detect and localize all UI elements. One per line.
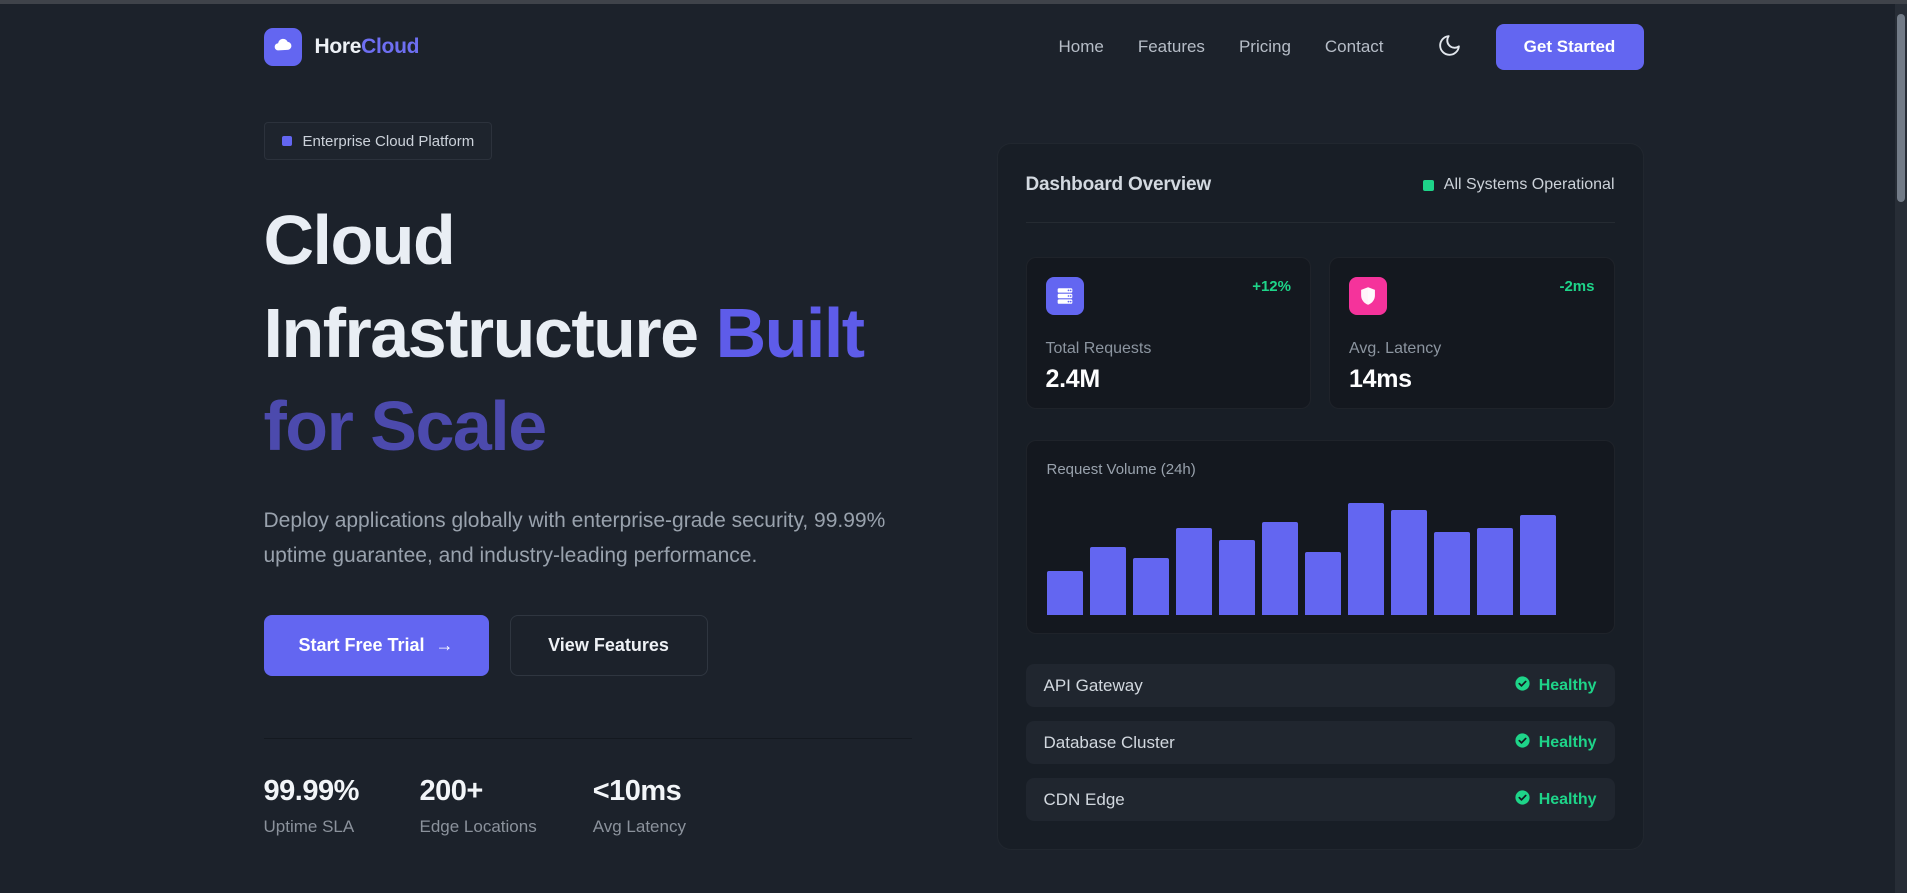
- chart-bar: [1390, 510, 1427, 615]
- service-name: Database Cluster: [1043, 732, 1175, 752]
- badge-square-icon: [281, 136, 292, 146]
- metric-value: 2.4M: [1045, 365, 1101, 393]
- chart-bar: [1132, 558, 1169, 615]
- scrollbar-thumb[interactable]: [1897, 14, 1905, 202]
- moon-icon: [1437, 33, 1462, 61]
- main-content: Enterprise Cloud Platform Cloud Infrastru…: [263, 122, 1644, 850]
- chart-bar: [1519, 515, 1556, 615]
- view-features-button[interactable]: View Features: [509, 615, 708, 676]
- service-status-label: Healthy: [1538, 790, 1597, 808]
- stat-label: Uptime SLA: [263, 817, 355, 836]
- service-name: API Gateway: [1043, 675, 1143, 695]
- stat-value: <10ms: [592, 775, 682, 807]
- logo[interactable]: HoreCloud: [263, 28, 420, 66]
- hero-section: Enterprise Cloud Platform Cloud Infrastru…: [263, 122, 964, 837]
- cta-row: Start Free Trial → View Features: [263, 615, 964, 676]
- chart-bar: [1261, 522, 1298, 615]
- service-status: Healthy: [1514, 789, 1597, 811]
- theme-toggle-button[interactable]: [1436, 33, 1464, 61]
- check-circle-icon: [1514, 675, 1531, 697]
- arrow-right-icon: →: [435, 635, 454, 655]
- nav-link-features[interactable]: Features: [1137, 37, 1205, 56]
- stat-label: Avg Latency: [592, 817, 686, 836]
- hero-stat: 99.99% Uptime SLA: [264, 775, 364, 837]
- stat-value: 99.99%: [263, 775, 360, 807]
- chart-bar: [1218, 540, 1255, 615]
- service-row: API Gateway Healthy: [1025, 664, 1615, 707]
- bar-chart: [1046, 503, 1594, 615]
- logo-text: HoreCloud: [314, 35, 420, 58]
- hero-title-accent: Built: [715, 294, 866, 372]
- navbar: HoreCloud Home Features Pricing Contact Get…: [263, 4, 1644, 90]
- service-status-label: Healthy: [1538, 733, 1597, 751]
- chart-bar: [1089, 547, 1126, 615]
- metric-label: Total Requests: [1045, 340, 1152, 357]
- hero-description: Deploy applications globally with enterp…: [263, 509, 886, 567]
- service-row: Database Cluster Healthy: [1025, 721, 1615, 764]
- hero-badge: Enterprise Cloud Platform: [263, 122, 493, 160]
- chart-card: Request Volume (24h): [1025, 440, 1615, 634]
- hero-stats: 99.99% Uptime SLA 200+ Edge Locations <10ms A…: [264, 775, 964, 837]
- service-status: Healthy: [1514, 675, 1597, 697]
- chart-bar: [1476, 528, 1513, 615]
- metric-delta: +12%: [1252, 278, 1291, 295]
- hero-stat: 200+ Edge Locations: [420, 775, 537, 837]
- metric-cards: +12% Total Requests 2.4M -2ms Avg. Latency 14…: [1025, 257, 1615, 409]
- chart-bar: [1175, 528, 1212, 615]
- metric-card: +12% Total Requests 2.4M: [1025, 257, 1311, 409]
- service-name: CDN Edge: [1043, 789, 1125, 809]
- shield-icon: [1349, 277, 1387, 315]
- hero-divider: [263, 738, 912, 739]
- nav-links: Home Features Pricing Contact: [1058, 37, 1383, 57]
- dashboard-divider: [1025, 222, 1615, 223]
- status-label: All Systems Operational: [1443, 176, 1615, 193]
- check-circle-icon: [1514, 789, 1531, 811]
- status-square-icon: [1422, 179, 1434, 191]
- system-status: All Systems Operational: [1422, 176, 1615, 194]
- hero-title: Cloud Infrastructure Built for Scale: [263, 201, 866, 465]
- service-status-label: Healthy: [1538, 676, 1597, 694]
- check-circle-icon: [1514, 732, 1531, 754]
- metric-delta: -2ms: [1559, 278, 1595, 295]
- nav-link-pricing[interactable]: Pricing: [1238, 37, 1291, 56]
- metric-card: -2ms Avg. Latency 14ms: [1329, 257, 1615, 409]
- cloud-icon: [273, 35, 293, 60]
- chart-title: Request Volume (24h): [1046, 461, 1196, 478]
- logo-text-accent: Cloud: [361, 35, 420, 58]
- metric-value: 14ms: [1349, 365, 1412, 393]
- chart-bar: [1046, 571, 1083, 615]
- stat-value: 200+: [419, 775, 484, 807]
- metric-label: Avg. Latency: [1349, 340, 1442, 357]
- dashboard-card: Dashboard Overview All Systems Operation…: [996, 143, 1644, 850]
- logo-mark: [263, 28, 302, 66]
- chart-bar: [1347, 503, 1384, 615]
- page-scrollbar[interactable]: [1895, 4, 1907, 893]
- badge-label: Enterprise Cloud Platform: [302, 132, 475, 150]
- server-icon: [1045, 277, 1084, 315]
- stat-label: Edge Locations: [419, 817, 537, 836]
- dashboard-title: Dashboard Overview: [1025, 174, 1212, 195]
- service-row: CDN Edge Healthy: [1025, 778, 1615, 821]
- service-status-list: API Gateway Healthy Database Cluster Health…: [1025, 664, 1615, 821]
- hero-stat: <10ms Avg Latency: [593, 775, 693, 837]
- service-status: Healthy: [1514, 732, 1597, 754]
- nav-link-contact[interactable]: Contact: [1324, 37, 1384, 56]
- start-free-trial-button[interactable]: Start Free Trial →: [263, 615, 489, 676]
- window-top-edge: [0, 0, 1907, 4]
- chart-bar: [1433, 532, 1470, 615]
- get-started-button[interactable]: Get Started: [1495, 24, 1644, 70]
- chart-bar: [1304, 552, 1341, 615]
- nav-link-home[interactable]: Home: [1058, 37, 1104, 56]
- dashboard-header: Dashboard Overview All Systems Operation…: [1026, 172, 1615, 198]
